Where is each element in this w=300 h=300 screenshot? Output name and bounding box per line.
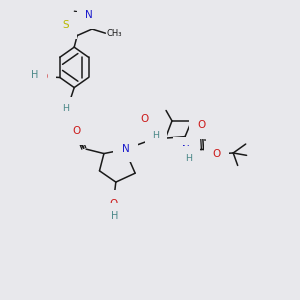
Text: O: O	[73, 126, 81, 136]
Text: N: N	[56, 109, 63, 119]
Text: H: H	[152, 130, 159, 140]
Text: H: H	[185, 154, 192, 163]
Text: N: N	[122, 143, 130, 154]
Text: O: O	[212, 149, 220, 160]
Text: N: N	[182, 145, 190, 155]
Text: H: H	[32, 70, 39, 80]
Text: O: O	[141, 114, 149, 124]
Text: S: S	[62, 20, 69, 30]
Text: H: H	[111, 211, 118, 221]
Text: CH₃: CH₃	[107, 29, 122, 38]
Text: O: O	[109, 199, 118, 209]
Text: O: O	[197, 120, 206, 130]
Text: H: H	[62, 104, 69, 113]
Text: O: O	[39, 72, 48, 82]
Text: N: N	[85, 11, 93, 20]
